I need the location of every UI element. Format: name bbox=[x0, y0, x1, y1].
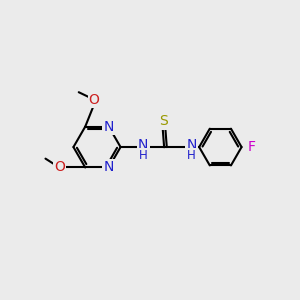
Text: F: F bbox=[248, 140, 256, 154]
Text: O: O bbox=[54, 160, 65, 175]
Text: N: N bbox=[103, 160, 114, 175]
Text: H: H bbox=[187, 149, 196, 162]
Text: O: O bbox=[88, 93, 100, 106]
Text: N: N bbox=[103, 120, 114, 134]
Text: N: N bbox=[138, 138, 148, 152]
Text: N: N bbox=[186, 138, 197, 152]
Text: H: H bbox=[139, 149, 148, 162]
Text: S: S bbox=[160, 114, 168, 128]
